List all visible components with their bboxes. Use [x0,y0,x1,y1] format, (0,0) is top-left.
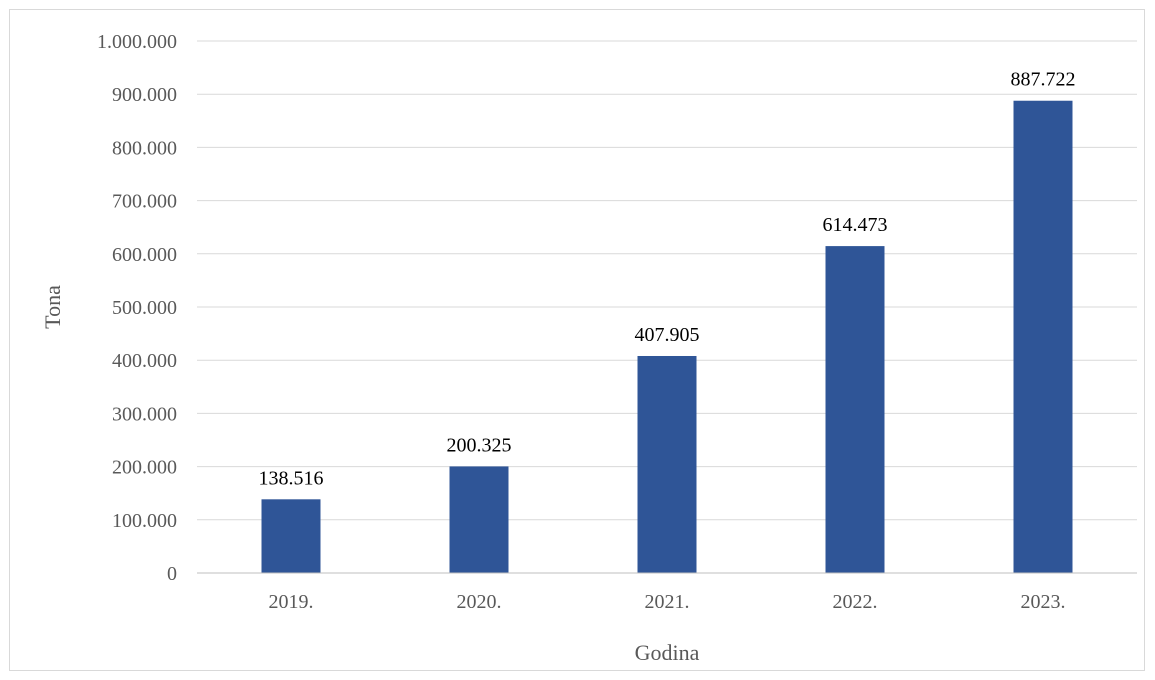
y-tick-label: 600.000 [112,244,177,266]
y-axis-title: Tona [40,285,65,329]
y-tick-label: 800.000 [112,137,177,159]
data-label: 407.905 [635,324,700,346]
y-tick-label: 500.000 [112,297,177,319]
y-axis-tick-labels: 0 100.000 200.000 300.000 400.000 500.000 600.… [97,31,177,585]
x-axis-tick-labels: 2019. 2020. 2021. 2022. 2023. [269,591,1066,613]
data-labels: 138.516 200.325 407.905 614.473 887.722 [259,69,1076,490]
x-tick-label: 2021. [645,591,690,613]
bar [449,466,509,573]
chart-frame [9,9,1145,671]
x-tick-label: 2019. [269,591,314,613]
data-label: 614.473 [823,214,888,236]
data-label: 887.722 [1011,69,1076,91]
y-tick-label: 0 [167,563,177,585]
y-tick-label: 200.000 [112,457,177,479]
y-tick-label: 300.000 [112,403,177,425]
data-label: 200.325 [447,434,512,456]
bar [825,246,885,574]
data-label: 138.516 [259,467,324,489]
x-tick-label: 2020. [457,591,502,613]
x-axis-title: Godina [635,640,700,665]
y-tick-label: 700.000 [112,191,177,213]
y-tick-label: 400.000 [112,350,177,372]
bar [637,355,697,573]
x-tick-label: 2023. [1021,591,1066,613]
y-tick-label: 900.000 [112,84,177,106]
x-tick-label: 2022. [833,591,878,613]
bar [261,499,321,573]
bar [1013,100,1073,573]
gridlines [197,40,1137,521]
bars [261,100,1073,574]
y-tick-label: 100.000 [112,510,177,532]
y-tick-label: 1.000.000 [97,31,177,53]
